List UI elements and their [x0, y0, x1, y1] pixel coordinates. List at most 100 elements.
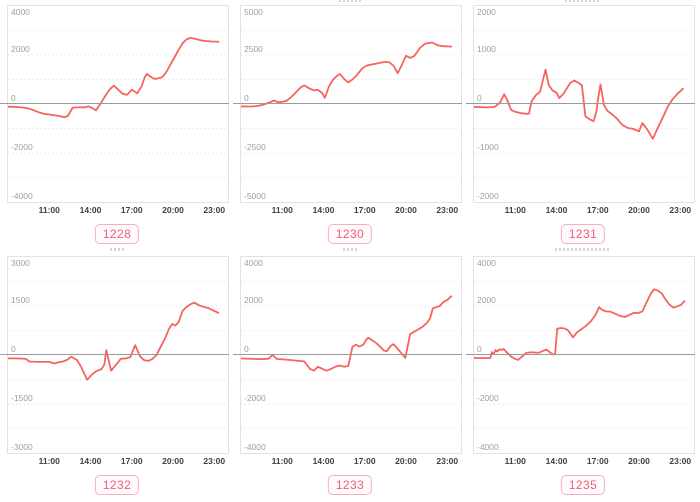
y-tick-label: 3000: [11, 258, 30, 268]
chart-cell: 4000 2000 0 -2000 -4000 11:00 14:00 17:00 20:00…: [0, 0, 233, 251]
x-tick-label: 14:00: [312, 205, 335, 215]
chart-id-badge[interactable]: 1233: [327, 475, 373, 495]
chart-title-faint: [338, 0, 361, 2]
x-tick-label: 17:00: [353, 456, 376, 466]
line-chart-svg: [474, 281, 694, 429]
chart-cell: 5000 2500 0 -2500 -5000 11:00 14:00 17:00 20:00…: [233, 0, 466, 251]
y-tick-label: 2000: [477, 7, 496, 17]
x-tick-label: 11:00: [38, 205, 60, 215]
y-tick-label: -2000: [477, 191, 499, 201]
series-line: [474, 288, 686, 361]
zero-axis-line: [233, 354, 462, 355]
x-tick-label: 23:00: [203, 456, 226, 466]
x-tick-label: 20:00: [395, 205, 417, 215]
x-tick-label: 23:00: [203, 205, 226, 215]
zero-axis-line: [466, 103, 695, 104]
chart-cell: 2000 1000 0 -1000 -2000 11:00 14:00 17:00 20:00…: [466, 0, 699, 251]
x-tick-label: 23:00: [669, 456, 692, 466]
chart-id-badge[interactable]: 1235: [560, 475, 606, 495]
x-tick-label: 20:00: [628, 456, 650, 466]
chart-title-faint: [564, 0, 601, 2]
y-tick-label: -2000: [244, 393, 266, 403]
y-tick-label: -2000: [11, 142, 33, 152]
x-tick-label: 17:00: [353, 205, 376, 215]
line-chart-svg: [8, 30, 228, 178]
zero-axis-line: [0, 354, 229, 355]
zero-axis-line: [0, 103, 229, 104]
y-tick-label: 4000: [244, 258, 263, 268]
x-tick-label: 11:00: [504, 205, 526, 215]
plot-area[interactable]: [240, 5, 462, 203]
x-tick-label: 17:00: [586, 205, 609, 215]
plot-area[interactable]: [240, 256, 462, 454]
y-tick-label: 2000: [244, 295, 263, 305]
chart-cell: 3000 1500 0 -1500 -3000 11:00 14:00 17:00 20:00…: [0, 248, 233, 502]
y-tick-label: -1500: [11, 393, 33, 403]
y-tick-label: 1500: [11, 295, 30, 305]
x-tick-label: 20:00: [162, 205, 184, 215]
x-tick-label: 17:00: [120, 456, 143, 466]
chart-title-faint: [109, 248, 124, 251]
chart-title-faint: [554, 248, 611, 251]
y-tick-label: -3000: [11, 442, 33, 452]
y-tick-label: 0: [244, 93, 249, 103]
y-tick-label: 0: [477, 344, 482, 354]
x-tick-label: 23:00: [669, 205, 692, 215]
plot-area[interactable]: [473, 5, 695, 203]
y-tick-label: 0: [477, 93, 482, 103]
y-tick-label: -5000: [244, 191, 266, 201]
x-tick-label: 11:00: [504, 456, 526, 466]
x-tick-label: 11:00: [271, 205, 293, 215]
series-line: [241, 41, 453, 108]
x-tick-label: 17:00: [586, 456, 609, 466]
y-tick-label: 1000: [477, 44, 496, 54]
y-tick-label: 2000: [11, 44, 30, 54]
y-tick-label: -4000: [244, 442, 266, 452]
line-chart-svg: [241, 281, 461, 429]
line-chart-svg: [241, 30, 461, 178]
y-tick-label: -2000: [477, 393, 499, 403]
chart-cell: 4000 2000 0 -2000 -4000 11:00 14:00 17:00 20:00…: [233, 248, 466, 502]
chart-cell: 4000 2000 0 -2000 -4000 11:00 14:00 17:00 20:00…: [466, 248, 699, 502]
y-tick-label: -4000: [11, 191, 33, 201]
plot-area[interactable]: [7, 256, 229, 454]
chart-id-badge[interactable]: 1232: [94, 475, 140, 495]
series-line: [241, 295, 453, 372]
x-tick-label: 23:00: [436, 205, 459, 215]
x-tick-label: 11:00: [38, 456, 60, 466]
line-chart-svg: [474, 30, 694, 178]
x-tick-label: 20:00: [162, 456, 184, 466]
y-tick-label: 5000: [244, 7, 263, 17]
y-tick-label: 2500: [244, 44, 263, 54]
chart-id-badge[interactable]: 1228: [94, 224, 140, 244]
y-tick-label: 4000: [11, 7, 30, 17]
x-tick-label: 14:00: [79, 205, 102, 215]
line-chart-svg: [8, 281, 228, 429]
y-tick-label: 4000: [477, 258, 496, 268]
x-tick-label: 23:00: [436, 456, 459, 466]
chart-title-faint: [342, 248, 357, 251]
x-tick-label: 14:00: [545, 456, 568, 466]
zero-axis-line: [233, 103, 462, 104]
y-tick-label: 0: [11, 344, 16, 354]
x-tick-label: 14:00: [545, 205, 568, 215]
x-tick-label: 14:00: [312, 456, 335, 466]
y-tick-label: -4000: [477, 442, 499, 452]
x-tick-label: 11:00: [271, 456, 293, 466]
x-tick-label: 20:00: [628, 205, 650, 215]
series-line: [8, 301, 220, 381]
x-tick-label: 14:00: [79, 456, 102, 466]
x-tick-label: 20:00: [395, 456, 417, 466]
y-tick-label: -1000: [477, 142, 499, 152]
plot-area[interactable]: [473, 256, 695, 454]
chart-id-badge[interactable]: 1231: [560, 224, 606, 244]
y-tick-label: -2500: [244, 142, 266, 152]
chart-id-badge[interactable]: 1230: [327, 224, 373, 244]
plot-area[interactable]: [7, 5, 229, 203]
series-line: [474, 68, 684, 140]
y-tick-label: 0: [11, 93, 16, 103]
x-tick-label: 17:00: [120, 205, 143, 215]
y-tick-label: 0: [244, 344, 249, 354]
zero-axis-line: [466, 354, 695, 355]
